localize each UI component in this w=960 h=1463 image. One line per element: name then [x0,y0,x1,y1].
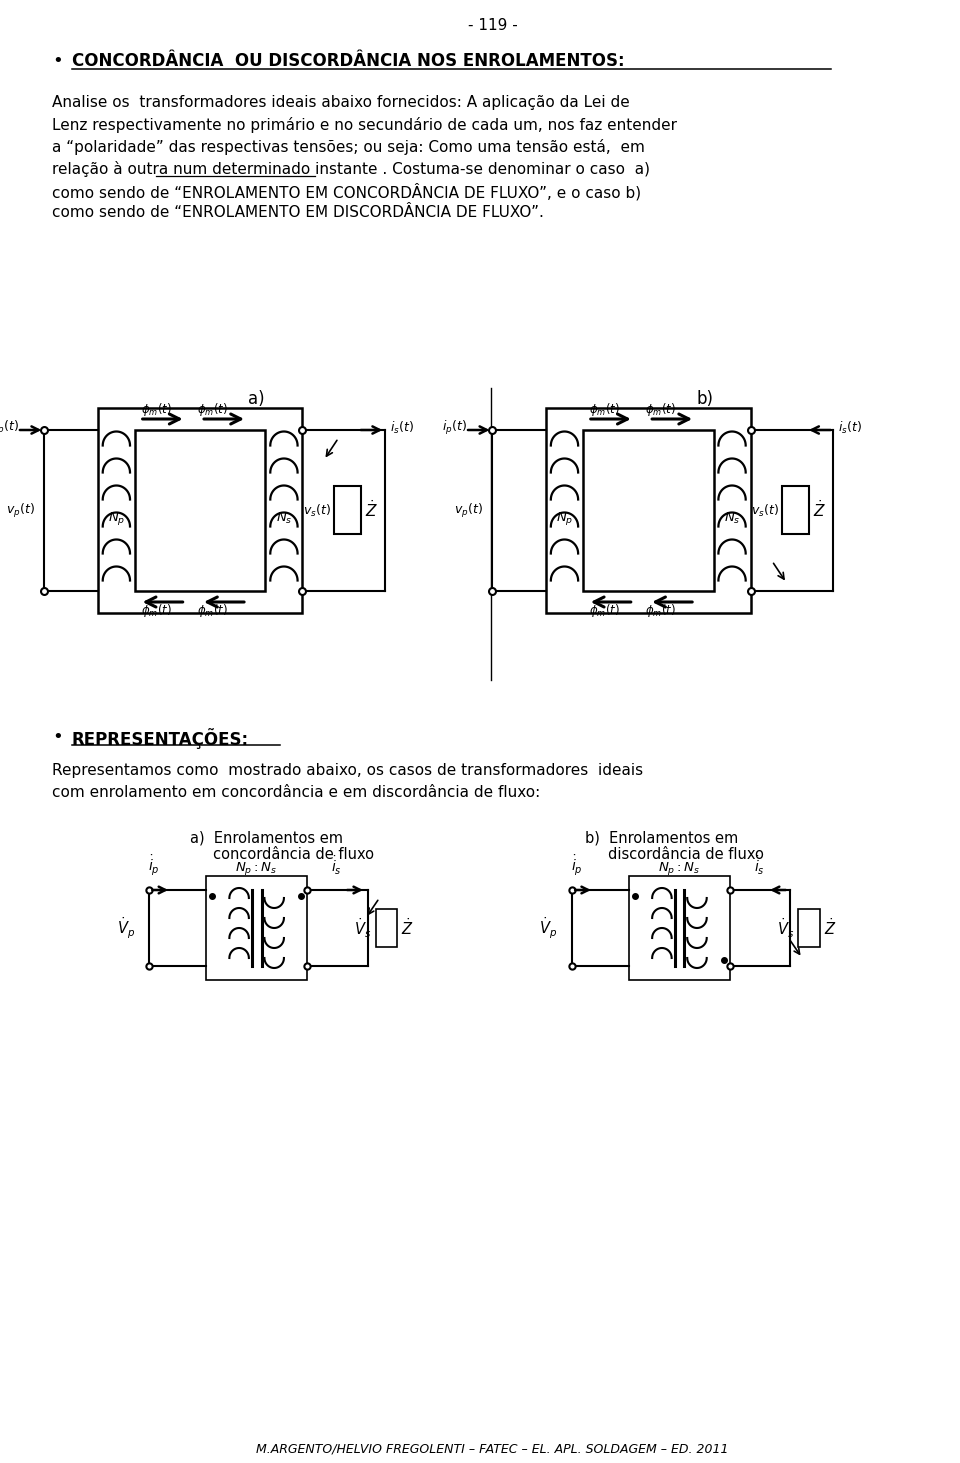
Bar [546,408,751,613]
Text: Analise os  transformadores ideais abaixo fornecidos: A aplicação da Lei de: Analise os transformadores ideais abaixo… [52,95,630,110]
Text: $\dot{i}_s$: $\dot{i}_s$ [331,854,342,876]
Text: $N_p$: $N_p$ [556,511,573,527]
Text: - 119 -: - 119 - [468,18,517,34]
Bar [583,430,713,591]
Text: $v_s(t)$: $v_s(t)$ [751,502,779,518]
Text: a “polaridade” das respectivas tensões; ou seja: Como uma tensão está,  em: a “polaridade” das respectivas tensões; … [52,139,645,155]
Text: $\phi_m(t)$: $\phi_m(t)$ [645,601,676,619]
Text: CONCORDÂNCIA  OU DISCORDÂNCIA NOS ENROLAMENTOS:: CONCORDÂNCIA OU DISCORDÂNCIA NOS ENROLAM… [72,53,624,70]
Text: $\phi_m(t)$: $\phi_m(t)$ [588,601,620,619]
Text: $\dot{V}_p$: $\dot{V}_p$ [117,916,135,941]
Text: $i_s(t)$: $i_s(t)$ [390,420,414,436]
Text: $v_s(t)$: $v_s(t)$ [302,502,330,518]
Text: $\dot{V}_s$: $\dot{V}_s$ [777,916,794,939]
Text: $v_p(t)$: $v_p(t)$ [454,502,483,519]
Bar [375,909,396,947]
Text: $\dot{V}_p$: $\dot{V}_p$ [540,916,558,941]
Text: $i_p(t)$: $i_p(t)$ [442,418,467,437]
Text: $\phi_m(t)$: $\phi_m(t)$ [197,401,228,418]
Text: relação à outra num determinado instante . Costuma-se denominar o caso  a): relação à outra num determinado instante… [52,161,650,177]
Bar [799,909,820,947]
Text: $N_p$: $N_p$ [108,511,125,527]
Bar [629,876,731,980]
Bar [781,486,809,534]
Text: b)  Enrolamentos em
     discordância de fluxo: b) Enrolamentos em discordância de fluxo [585,830,764,862]
Text: •: • [52,53,62,70]
Bar [206,876,307,980]
Text: $\phi_m(t)$: $\phi_m(t)$ [645,401,676,418]
Text: $\dot{V}_s$: $\dot{V}_s$ [354,916,372,939]
Text: $N_s$: $N_s$ [276,511,292,527]
Text: $\dot{i}_p$: $\dot{i}_p$ [149,853,160,876]
Text: REPRESENTAÇÕES:: REPRESENTAÇÕES: [72,729,249,749]
Bar [98,408,302,613]
Text: $\phi_m(t)$: $\phi_m(t)$ [197,601,228,619]
Text: M.ARGENTO/HELVIO FREGOLENTI – FATEC – EL. APL. SOLDAGEM – ED. 2011: M.ARGENTO/HELVIO FREGOLENTI – FATEC – EL… [256,1443,729,1456]
Text: como sendo de “ENROLAMENTO EM DISCORDÂNCIA DE FLUXO”.: como sendo de “ENROLAMENTO EM DISCORDÂNC… [52,205,544,219]
Text: $\phi_m(t)$: $\phi_m(t)$ [141,601,172,619]
Text: $N_s$: $N_s$ [724,511,740,527]
Text: $N_p : N_s$: $N_p : N_s$ [235,860,277,876]
Text: $\dot{Z}$: $\dot{Z}$ [401,917,414,938]
Bar [334,486,361,534]
Text: como sendo de “ENROLAMENTO EM CONCORDÂNCIA DE FLUXO”, e o caso b): como sendo de “ENROLAMENTO EM CONCORDÂNC… [52,183,641,200]
Text: $v_p(t)$: $v_p(t)$ [6,502,35,519]
Text: $\phi_m(t)$: $\phi_m(t)$ [141,401,172,418]
Text: com enrolamento em concordância e em discordância de fluxo:: com enrolamento em concordância e em dis… [52,786,540,800]
Bar [135,430,265,591]
Text: $\dot{i}_s$: $\dot{i}_s$ [754,854,765,876]
Text: Representamos como  mostrado abaixo, os casos de transformadores  ideais: Representamos como mostrado abaixo, os c… [52,764,643,778]
Text: a): a) [249,391,265,408]
Text: $i_p(t)$: $i_p(t)$ [0,418,18,437]
Text: a)  Enrolamentos em
     concordância de fluxo: a) Enrolamentos em concordância de fluxo [190,830,374,862]
Text: Lenz respectivamente no primário e no secundário de cada um, nos faz entender: Lenz respectivamente no primário e no se… [52,117,677,133]
Text: $\dot{Z}$: $\dot{Z}$ [813,499,826,521]
Text: b): b) [696,391,713,408]
Text: $\dot{i}_p$: $\dot{i}_p$ [571,853,583,876]
Text: $i_s(t)$: $i_s(t)$ [838,420,862,436]
Text: $\dot{Z}$: $\dot{Z}$ [824,917,836,938]
Text: •: • [52,729,62,746]
Text: $N_p : N_s$: $N_p : N_s$ [659,860,701,876]
Text: $\dot{Z}$: $\dot{Z}$ [365,499,378,521]
Text: $\phi_m(t)$: $\phi_m(t)$ [588,401,620,418]
